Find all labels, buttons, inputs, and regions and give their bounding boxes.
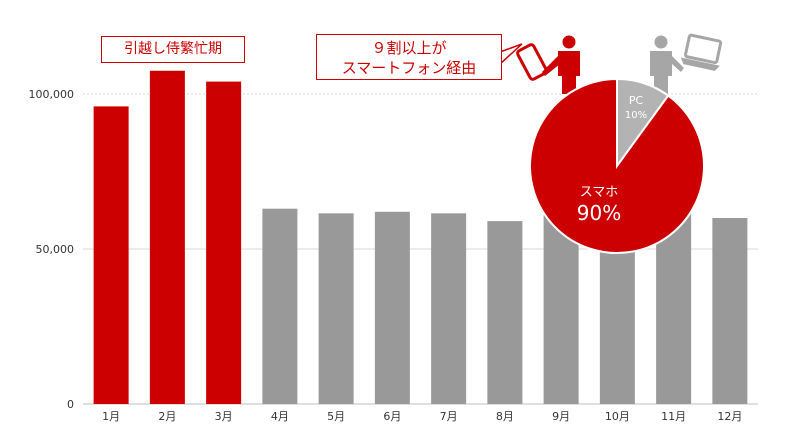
x-tick-label: 10月 [605, 410, 630, 423]
x-tick-label: 2月 [158, 410, 176, 423]
bar [431, 213, 467, 404]
x-tick-label: 3月 [215, 410, 233, 423]
y-axis-labels: 0 50,000 100,000 [29, 88, 75, 411]
x-tick-label: 1月 [102, 410, 120, 423]
pc-user-icon [650, 33, 723, 94]
bar [93, 106, 129, 405]
x-tick-label: 4月 [271, 410, 289, 423]
bars [93, 70, 748, 405]
x-tick-label: 11月 [661, 410, 686, 423]
x-tick-label: 8月 [496, 410, 514, 423]
bar [262, 208, 298, 404]
mobile-share-line1: ９割以上が [371, 39, 447, 57]
bar [712, 218, 748, 404]
x-tick-label: 12月 [717, 410, 742, 423]
x-axis-labels: 1月 2月 3月 4月 5月 6月 7月 8月 9月 10月 11月 12月 [102, 410, 742, 423]
bar [206, 81, 242, 404]
bar [656, 211, 692, 404]
bar [487, 221, 523, 404]
pie-label: スマホ [580, 185, 619, 200]
y-tick-label: 50,000 [36, 243, 75, 256]
mobile-share-line2: スマートフォン経由 [341, 59, 477, 77]
smartphone-user-icon [516, 35, 580, 94]
bar [374, 211, 410, 404]
bar [318, 213, 354, 404]
x-tick-label: 9月 [552, 410, 570, 423]
x-tick-label: 7月 [440, 410, 458, 423]
pie-label: PC [629, 94, 644, 107]
mobile-share-callout: ９割以上が スマートフォン経由 [316, 34, 502, 80]
pie-value-label: 10% [625, 110, 647, 121]
pie-value-label: 90% [577, 201, 621, 225]
x-tick-label: 5月 [327, 410, 345, 423]
x-tick-label: 6月 [383, 410, 401, 423]
y-tick-label: 100,000 [29, 88, 75, 101]
busy-season-callout: 引越し侍繁忙期 [101, 36, 245, 63]
bar [149, 70, 185, 404]
y-tick-label: 0 [67, 398, 74, 411]
pie-slice [529, 77, 705, 254]
